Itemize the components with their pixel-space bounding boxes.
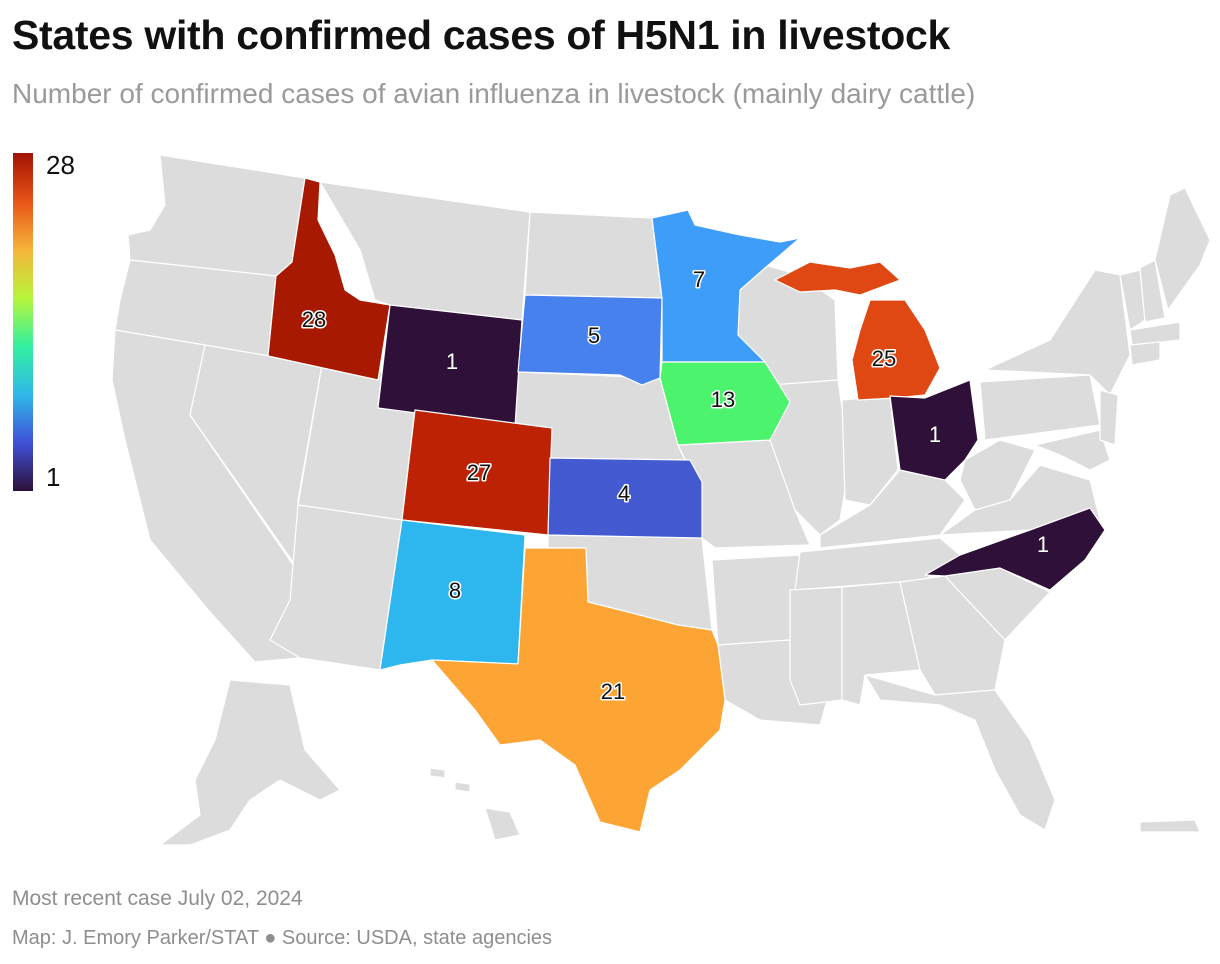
state-new-york[interactable] [984,269,1131,396]
label-new-mexico: 8 [449,578,461,603]
label-idaho: 28 [302,307,326,332]
state-texas[interactable] [431,547,726,833]
state-hawaii[interactable] [484,807,521,841]
label-minnesota: 7 [693,267,705,292]
state-massachusetts[interactable] [1129,321,1181,346]
label-north-carolina: 1 [1037,532,1049,557]
state-maine[interactable] [1154,187,1211,311]
most-recent-case-note: Most recent case July 02, 2024 [12,887,303,910]
state-maryland[interactable] [1034,429,1111,471]
label-texas: 21 [601,679,625,704]
label-colorado: 27 [467,460,491,485]
state-ohio[interactable] [889,379,979,481]
state-iowa[interactable] [659,361,791,446]
value-labels: 28 1 27 8 21 5 4 7 13 25 1 1 [300,265,1050,705]
state-washington[interactable] [127,154,306,277]
state-hawaii-islands[interactable] [429,767,471,793]
state-kansas[interactable] [547,457,703,539]
state-mississippi[interactable] [789,586,843,706]
state-arkansas[interactable] [711,554,801,646]
state-michigan[interactable] [774,261,941,401]
state-alaska[interactable] [159,679,341,846]
territory-puerto-rico[interactable] [1139,819,1201,833]
label-kansas: 4 [618,481,630,506]
legend-max-label: 28 [46,150,75,180]
label-wyoming: 1 [446,349,458,374]
state-new-hampshire[interactable] [1139,259,1166,323]
state-pennsylvania[interactable] [979,374,1101,441]
state-florida[interactable] [864,674,1056,831]
source-credit: Map: J. Emory Parker/STAT ● Source: USDA… [12,927,553,949]
label-iowa: 13 [711,387,735,412]
state-north-carolina[interactable] [924,507,1106,591]
legend-min-label: 1 [46,462,61,492]
state-north-dakota[interactable] [524,211,663,299]
label-ohio: 1 [929,422,941,447]
chart-title: States with confirmed cases of H5N1 in l… [12,12,951,58]
state-kentucky[interactable] [819,469,966,549]
state-connecticut[interactable] [1129,341,1161,366]
color-legend-bar [12,152,34,492]
label-michigan: 25 [872,346,896,371]
state-idaho[interactable] [267,177,391,381]
state-new-jersey[interactable] [1099,389,1119,446]
data-states [267,177,1106,833]
label-south-dakota: 5 [588,323,600,348]
base-states [111,154,1211,846]
chart-subtitle: Number of confirmed cases of avian influ… [12,78,976,109]
